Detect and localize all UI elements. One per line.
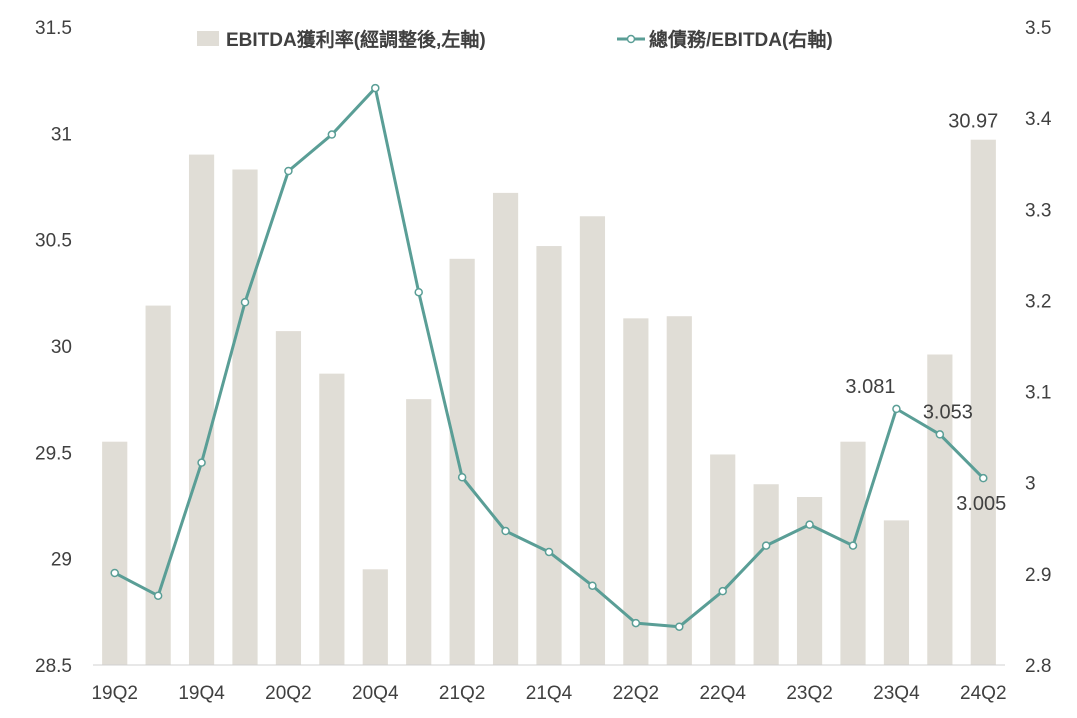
data-labels: 30.97 3.081 3.053 3.005 — [845, 111, 1006, 515]
line-point-21Q3 — [501, 526, 510, 536]
bar-23Q1 — [753, 484, 779, 665]
bar-23Q3 — [840, 441, 866, 665]
left-tick-label: 29 — [51, 550, 72, 571]
x-axis: 19Q2 19Q4 20Q2 20Q4 21Q2 21Q4 22Q2 22Q4 23Q2 23Q4… — [91, 683, 1006, 704]
line-point-22Q1 — [588, 581, 597, 590]
x-tick-label: 22Q4 — [699, 683, 746, 704]
line-point-19Q2 — [110, 568, 119, 578]
x-tick-label: 23Q2 — [786, 683, 832, 704]
x-tick-label: 22Q2 — [613, 683, 659, 704]
right-tick-label: 2.9 — [1025, 565, 1051, 586]
left-y-axis: 28.5 29 29.5 30 30.5 31 31.5 — [35, 18, 72, 677]
x-tick-label: 23Q4 — [873, 683, 920, 704]
bar-21Q4 — [536, 246, 562, 665]
right-tick-label: 3.3 — [1025, 200, 1051, 221]
line-point-23Q3 — [848, 541, 858, 550]
x-tick-label: 21Q4 — [526, 683, 573, 704]
line-point-20Q2 — [284, 166, 293, 176]
bar-19Q3 — [145, 305, 171, 665]
bar-22Q1 — [579, 216, 606, 666]
bar-23Q4 — [883, 520, 910, 665]
bar-19Q4 — [188, 154, 215, 665]
line-point-23Q4 — [892, 404, 901, 414]
bar-21Q2 — [449, 258, 475, 665]
left-tick-label: 31 — [51, 124, 72, 145]
line-point-24Q2 — [979, 473, 988, 483]
bar-22Q2 — [623, 318, 649, 665]
line-point-21Q1 — [414, 287, 423, 297]
line-point-21Q2 — [457, 472, 467, 482]
line-point-20Q3 — [327, 130, 337, 139]
bar-22Q3 — [666, 316, 692, 665]
line-point-20Q1 — [240, 298, 250, 307]
line-point-24Q1 — [935, 430, 945, 439]
left-tick-label: 28.5 — [35, 656, 72, 677]
bar-21Q3 — [492, 192, 519, 665]
x-tick-label: 24Q2 — [960, 683, 1006, 704]
left-tick-label: 30 — [51, 337, 72, 358]
x-tick-label: 19Q2 — [91, 683, 137, 704]
left-tick-label: 30.5 — [35, 231, 72, 252]
data-label: 3.005 — [956, 493, 1006, 515]
x-tick-label: 19Q4 — [178, 683, 225, 704]
left-tick-label: 31.5 — [35, 18, 72, 39]
line-point-19Q3 — [153, 591, 163, 600]
bar-series — [102, 139, 996, 666]
bar-20Q4 — [362, 569, 388, 665]
legend-label-ebitda-margin: EBITDA獲利率(經調整後,左軸) — [226, 28, 486, 51]
bar-24Q2 — [970, 139, 996, 666]
x-tick-label: 20Q2 — [265, 683, 311, 704]
line-point-22Q2 — [631, 618, 641, 628]
data-label: 30.97 — [948, 111, 998, 133]
bar-19Q2 — [102, 441, 128, 665]
right-tick-label: 2.8 — [1025, 656, 1051, 677]
bar-22Q4 — [710, 454, 736, 665]
line-point-23Q2 — [805, 520, 814, 529]
bar-20Q3 — [319, 373, 345, 665]
bar-24Q1 — [927, 354, 953, 665]
x-tick-label: 21Q2 — [439, 683, 485, 704]
line-point-19Q4 — [197, 458, 206, 467]
line-series — [110, 83, 988, 631]
line-point-23Q1 — [761, 541, 771, 550]
bar-21Q1 — [406, 399, 432, 665]
left-tick-label: 29.5 — [35, 443, 72, 464]
data-label: 3.053 — [923, 401, 973, 423]
line-point-20Q4 — [371, 83, 380, 93]
line-point-21Q4 — [544, 547, 554, 557]
bar-20Q1 — [232, 169, 258, 665]
right-tick-label: 3.1 — [1025, 383, 1051, 404]
right-tick-label: 3.2 — [1025, 291, 1051, 312]
data-label: 3.081 — [845, 376, 895, 398]
right-tick-label: 3.5 — [1025, 18, 1051, 39]
right-tick-label: 3.4 — [1025, 109, 1052, 130]
x-tick-label: 20Q4 — [352, 683, 399, 704]
legend-marker — [626, 34, 636, 44]
legend-label-debt-ebitda: 總債務/EBITDA(右軸) — [649, 28, 833, 51]
right-tick-label: 3 — [1025, 474, 1036, 495]
legend: EBITDA獲利率(經調整後,左軸) 總債務/EBITDA(右軸) — [197, 28, 833, 51]
legend-swatch-ebitda-margin — [197, 31, 219, 46]
line-point-22Q4 — [718, 586, 727, 596]
right-y-axis: 2.8 2.9 3 3.1 3.2 3.3 3.4 3.5 — [1025, 18, 1052, 677]
bar-20Q2 — [275, 331, 302, 665]
line-point-22Q3 — [675, 622, 684, 631]
